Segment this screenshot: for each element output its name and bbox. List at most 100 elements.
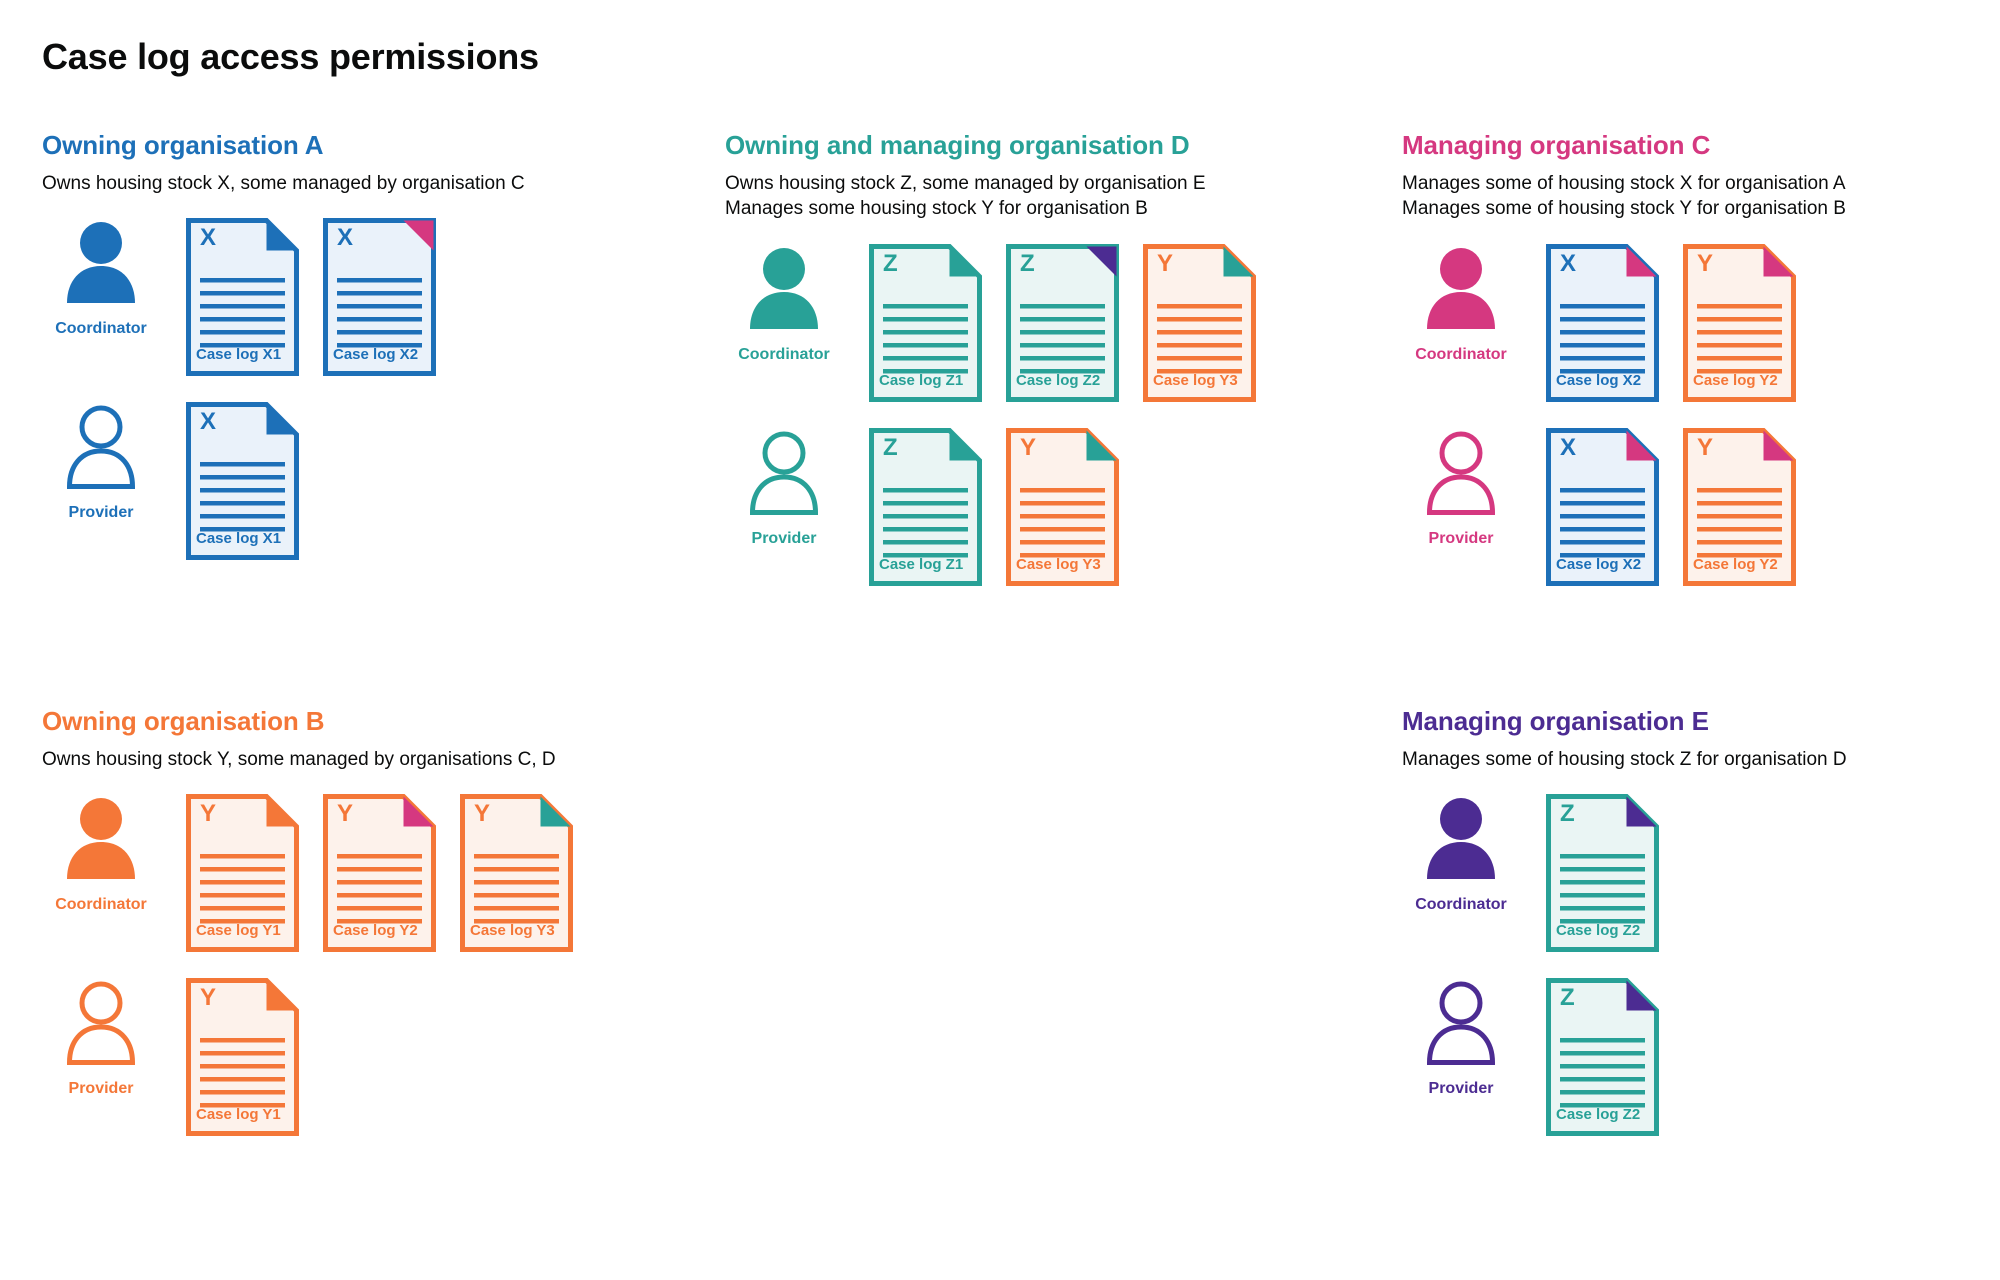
- case-log-document-icon: [1546, 978, 1659, 1137]
- housing-stock-letter: Y: [474, 800, 491, 828]
- housing-stock-letter: Y: [200, 984, 217, 1012]
- org-b-provider-case-logs: Y Case log Y1: [186, 978, 299, 1137]
- org-e-title: Managing organisation E: [1402, 706, 1709, 736]
- case-log-document-icon: [323, 218, 436, 377]
- case-log-case-log-y3[interactable]: Y Case log Y3: [460, 794, 573, 953]
- org-a-coordinator-block[interactable]: Coordinator: [42, 218, 160, 338]
- org-d-row-coordinator: Coordinator Z Case log Z1 Z Case log Z2 Y Case…: [725, 243, 1256, 402]
- case-log-case-log-y3[interactable]: Y Case log Y3: [1143, 243, 1256, 402]
- case-log-label: Case log X2: [1556, 555, 1642, 573]
- housing-stock-letter: Z: [1560, 984, 1575, 1012]
- housing-stock-letter: Z: [883, 249, 898, 277]
- panel-org-e: Managing organisation E Manages some of h…: [1402, 706, 1847, 1137]
- org-a-coordinator-case-logs: X Case log X1 X Case log X2: [186, 218, 436, 377]
- person-solid-icon: [1424, 244, 1498, 340]
- role-label: Coordinator: [55, 896, 147, 914]
- org-b-provider-block[interactable]: Provider: [42, 978, 160, 1098]
- housing-stock-letter: X: [200, 224, 217, 252]
- org-e-coordinator-block[interactable]: Coordinator: [1402, 794, 1520, 914]
- housing-stock-letter: Y: [1020, 433, 1037, 461]
- person-solid-icon: [1427, 798, 1495, 880]
- role-label: Coordinator: [1415, 896, 1507, 914]
- case-log-label: Case log X1: [196, 530, 282, 548]
- org-d-provider-block[interactable]: Provider: [725, 428, 843, 548]
- case-log-case-log-z1[interactable]: Z Case log Z1: [869, 427, 982, 586]
- person-solid-icon: [1427, 247, 1495, 329]
- case-log-case-log-y2[interactable]: Y Case log Y2: [323, 794, 436, 953]
- case-log-document-icon: [186, 218, 299, 377]
- org-b-coordinator-block[interactable]: Coordinator: [42, 794, 160, 914]
- panel-org-b: Owning organisation B Owns housing stock …: [42, 706, 573, 1137]
- case-log-case-log-z2[interactable]: Z Case log Z2: [1006, 243, 1119, 402]
- case-log-label: Case log Y1: [196, 1106, 281, 1124]
- org-e-coordinator-case-logs: Z Case log Z2: [1546, 794, 1659, 953]
- case-log-label: Case log Y2: [1693, 371, 1778, 389]
- case-log-label: Case log Y2: [333, 922, 418, 940]
- role-label: Coordinator: [1415, 345, 1507, 363]
- person-solid-icon: [1424, 794, 1498, 890]
- case-log-case-log-x2[interactable]: X Case log X2: [1546, 243, 1659, 402]
- org-d-coordinator-block[interactable]: Coordinator: [725, 244, 843, 364]
- case-log-label: Case log Y3: [1016, 555, 1101, 573]
- org-c-description-line: Manages some of housing stock Y for orga…: [1402, 198, 1846, 220]
- org-e-provider-block[interactable]: Provider: [1402, 978, 1520, 1098]
- org-c-provider-block[interactable]: Provider: [1402, 428, 1520, 548]
- role-label: Provider: [751, 529, 817, 547]
- housing-stock-letter: Y: [1697, 433, 1714, 461]
- housing-stock-letter: Z: [883, 433, 898, 461]
- panel-org-d: Owning and managing organisation D Owns h…: [725, 130, 1256, 586]
- case-log-case-log-y3[interactable]: Y Case log Y3: [1006, 427, 1119, 586]
- person-outline-icon: [64, 978, 138, 1074]
- case-log-label: Case log Y3: [1153, 371, 1238, 389]
- case-log-case-log-z2[interactable]: Z Case log Z2: [1546, 794, 1659, 953]
- case-log-label: Case log Z1: [879, 555, 964, 573]
- case-log-document-icon: [869, 243, 982, 402]
- housing-stock-letter: Y: [337, 800, 354, 828]
- case-log-case-log-y1[interactable]: Y Case log Y1: [186, 794, 299, 953]
- housing-stock-letter: Y: [1157, 249, 1174, 277]
- org-b-row-provider: Provider Y Case log Y1: [42, 978, 573, 1137]
- person-outline-icon: [66, 405, 136, 490]
- person-solid-icon: [747, 244, 821, 340]
- org-d-description: Owns housing stock Z, some managed by or…: [725, 171, 1256, 222]
- case-log-case-log-y1[interactable]: Y Case log Y1: [186, 978, 299, 1137]
- housing-stock-letter: Y: [200, 800, 217, 828]
- org-c-coordinator-block[interactable]: Coordinator: [1402, 244, 1520, 364]
- case-log-label: Case log X2: [1556, 371, 1642, 389]
- case-log-document-icon: [186, 978, 299, 1137]
- case-log-document-icon: [1006, 243, 1119, 402]
- case-log-document-icon: [1546, 243, 1659, 402]
- case-log-case-log-x1[interactable]: X Case log X1: [186, 218, 299, 377]
- person-outline-icon: [1426, 981, 1496, 1066]
- case-log-case-log-x2[interactable]: X Case log X2: [323, 218, 436, 377]
- role-label: Provider: [1428, 1080, 1494, 1098]
- person-outline-icon: [64, 402, 138, 498]
- case-log-case-log-z1[interactable]: Z Case log Z1: [869, 243, 982, 402]
- org-a-provider-block[interactable]: Provider: [42, 402, 160, 522]
- person-outline-icon: [747, 428, 821, 524]
- org-e-provider-case-logs: Z Case log Z2: [1546, 978, 1659, 1137]
- person-solid-icon: [67, 222, 135, 304]
- page-title: Case log access permissions: [42, 36, 539, 77]
- role-label: Coordinator: [55, 320, 147, 338]
- case-log-label: Case log Y2: [1693, 555, 1778, 573]
- org-d-description-line: Owns housing stock Z, some managed by or…: [725, 173, 1206, 194]
- case-log-case-log-y2[interactable]: Y Case log Y2: [1683, 427, 1796, 586]
- org-a-row-coordinator: Coordinator X Case log X1 X Case log X2: [42, 218, 525, 377]
- org-b-row-coordinator: Coordinator Y Case log Y1 Y Case log Y2 Y Case…: [42, 794, 573, 953]
- case-log-case-log-y2[interactable]: Y Case log Y2: [1683, 243, 1796, 402]
- person-solid-icon: [64, 794, 138, 890]
- org-d-coordinator-case-logs: Z Case log Z1 Z Case log Z2 Y Case log Y3: [869, 243, 1256, 402]
- case-log-label: Case log X2: [333, 346, 419, 364]
- housing-stock-letter: X: [200, 408, 217, 436]
- org-c-row-coordinator: Coordinator X Case log X2 Y Case log Y2: [1402, 243, 1846, 402]
- case-log-case-log-x2[interactable]: X Case log X2: [1546, 427, 1659, 586]
- case-log-case-log-z2[interactable]: Z Case log Z2: [1546, 978, 1659, 1137]
- org-a-title: Owning organisation A: [42, 130, 324, 160]
- case-log-case-log-x1[interactable]: X Case log X1: [186, 402, 299, 561]
- person-outline-icon: [749, 431, 819, 515]
- case-log-document-icon: [460, 794, 573, 953]
- org-b-coordinator-case-logs: Y Case log Y1 Y Case log Y2 Y Case log Y3: [186, 794, 573, 953]
- case-log-label: Case log Z2: [1016, 371, 1101, 389]
